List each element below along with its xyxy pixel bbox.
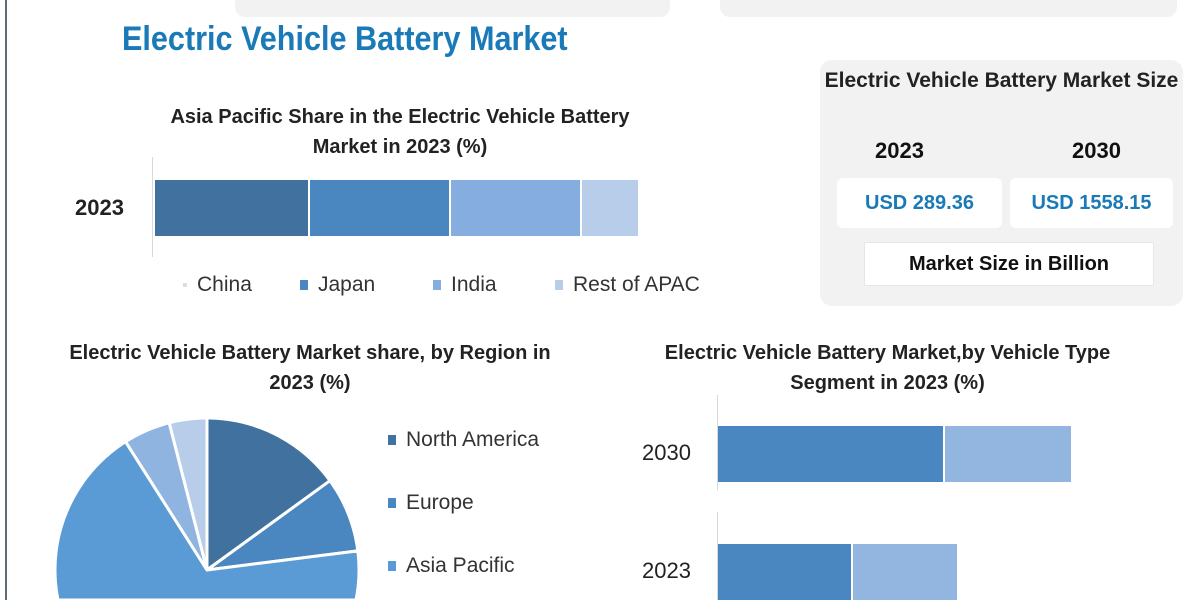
legend-label: Asia Pacific (406, 554, 515, 577)
market-size-title: Electric Vehicle Battery Market Size (824, 69, 1179, 92)
apac-legend-item: Japan (300, 273, 375, 297)
frame-border (5, 0, 7, 600)
vehicle-bar-segment (852, 544, 958, 600)
legend-swatch (555, 280, 563, 290)
legend-swatch (433, 280, 441, 290)
page-title: Electric Vehicle Battery Market (122, 20, 568, 58)
value-2023: USD 289.36 (837, 178, 1002, 228)
apac-legend-item: Rest of APAC (555, 273, 700, 297)
legend-label: North America (406, 428, 540, 451)
vehicle-category-2023: 2023 (642, 558, 691, 583)
vehicle-bar-segment (718, 426, 944, 482)
region-pie-chart (53, 416, 361, 600)
top-panel-right (720, 0, 1177, 17)
legend-label: Japan (318, 273, 376, 296)
pie-slice (124, 421, 209, 572)
apac-chart-title: Asia Pacific Share in the Electric Vehic… (170, 106, 630, 158)
vehicle-chart-title: Electric Vehicle Battery Market,by Vehic… (664, 342, 1111, 394)
apac-legend-item: India (433, 273, 497, 297)
year-2030-label: 2030 (1072, 138, 1121, 163)
vehicle-category-2030: 2030 (642, 440, 691, 465)
legend-swatch (388, 498, 396, 508)
value-2030: USD 1558.15 (1010, 178, 1173, 228)
market-size-note: Market Size in Billion (864, 242, 1154, 286)
apac-bar-segment (581, 180, 638, 236)
vehicle-axis-upper (717, 395, 718, 490)
region-legend-item: Europe (388, 491, 474, 515)
legend-swatch (388, 435, 396, 445)
vehicle-bar-segment (718, 544, 851, 600)
region-legend-item: Asia Pacific (388, 554, 515, 578)
apac-bar-segment (310, 180, 449, 236)
apac-category-label: 2023 (75, 195, 124, 220)
legend-swatch (388, 561, 396, 571)
pie-slice (53, 440, 361, 600)
vehicle-bar-segment (945, 426, 1071, 482)
pie-slice (205, 479, 360, 572)
pie-slice (205, 416, 332, 572)
legend-label: China (197, 273, 252, 296)
apac-bar-segment (450, 180, 580, 236)
vehicle-axis-lower (717, 512, 718, 600)
market-size-panel: Electric Vehicle Battery Market Size 202… (820, 60, 1183, 306)
top-panel-left (235, 0, 670, 17)
apac-bar-segment (155, 180, 309, 236)
legend-swatch (183, 283, 187, 287)
region-legend-item: North America (388, 428, 539, 452)
legend-swatch (300, 280, 308, 290)
apac-legend-item: China (183, 273, 252, 297)
legend-label: India (451, 273, 497, 296)
region-chart-title: Electric Vehicle Battery Market share, b… (69, 342, 551, 394)
legend-label: Rest of APAC (573, 273, 700, 296)
apac-axis (152, 157, 153, 257)
legend-label: Europe (406, 491, 474, 514)
pie-slice (167, 416, 209, 572)
year-2023-label: 2023 (875, 138, 924, 163)
